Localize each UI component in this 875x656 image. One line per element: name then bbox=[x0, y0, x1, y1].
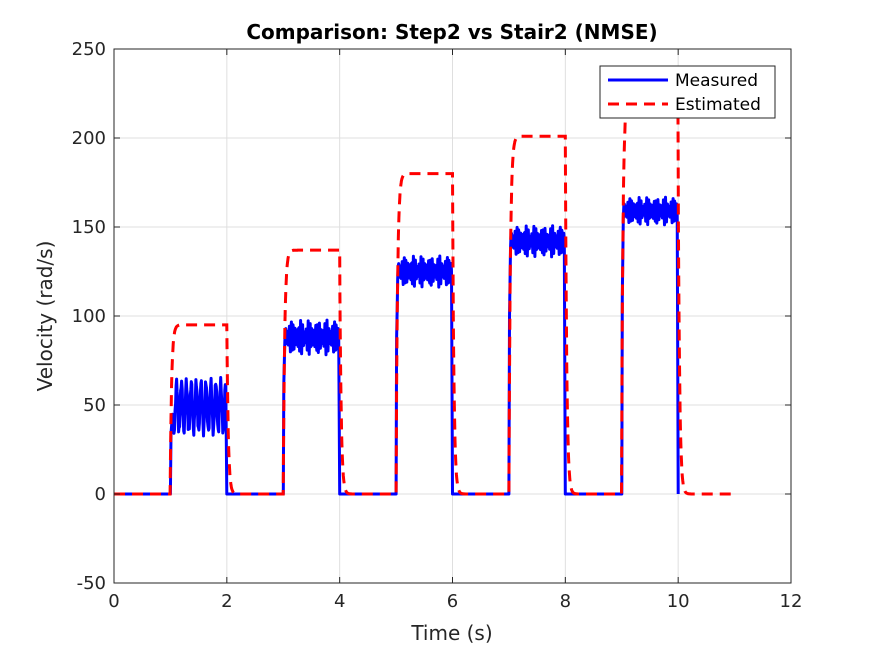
x-tick-label: 12 bbox=[780, 591, 803, 612]
y-tick-label: 100 bbox=[72, 306, 106, 327]
x-tick-label: 2 bbox=[221, 591, 232, 612]
legend: Measured Estimated bbox=[599, 65, 776, 119]
y-tick-label: 250 bbox=[72, 39, 106, 60]
x-tick-label: 4 bbox=[334, 591, 345, 612]
legend-box bbox=[599, 65, 776, 119]
y-tick-label: 50 bbox=[83, 395, 106, 416]
series-measured-line bbox=[114, 195, 680, 496]
y-tick-label: 200 bbox=[72, 128, 106, 149]
legend-label-estimated: Estimated bbox=[675, 95, 761, 115]
y-tick-label: 150 bbox=[72, 217, 106, 238]
x-tick-label: 10 bbox=[667, 591, 690, 612]
x-tick-label: 6 bbox=[447, 591, 458, 612]
y-axis-label: Velocity (rad/s) bbox=[33, 241, 57, 392]
y-tick-label: 0 bbox=[95, 484, 106, 505]
legend-label-measured: Measured bbox=[675, 71, 758, 91]
x-tick-label: 0 bbox=[108, 591, 119, 612]
chart-title: Comparison: Step2 vs Stair2 (NMSE) bbox=[246, 20, 657, 44]
y-tick-label: -50 bbox=[77, 573, 106, 594]
x-tick-label: 8 bbox=[560, 591, 571, 612]
x-axis-label: Time (s) bbox=[410, 621, 492, 645]
